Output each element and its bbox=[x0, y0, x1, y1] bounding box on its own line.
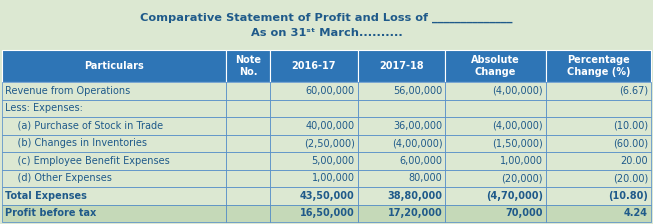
Bar bbox=[445, 134, 546, 152]
Bar bbox=[546, 152, 651, 170]
Bar bbox=[546, 99, 651, 117]
Bar bbox=[358, 187, 445, 205]
Bar bbox=[270, 152, 358, 170]
Text: Revenue from Operations: Revenue from Operations bbox=[5, 86, 130, 96]
Text: (10.80): (10.80) bbox=[608, 191, 648, 201]
Bar bbox=[2, 187, 226, 205]
Bar bbox=[226, 50, 270, 82]
Text: Total Expenses: Total Expenses bbox=[5, 191, 87, 201]
Bar bbox=[445, 205, 546, 222]
Bar bbox=[226, 82, 270, 99]
Text: 80,000: 80,000 bbox=[409, 173, 442, 183]
Text: (4,70,000): (4,70,000) bbox=[486, 191, 543, 201]
Bar bbox=[226, 187, 270, 205]
Text: 56,00,000: 56,00,000 bbox=[393, 86, 442, 96]
Bar bbox=[445, 152, 546, 170]
Bar bbox=[2, 99, 226, 117]
Bar bbox=[358, 170, 445, 187]
Text: 6,00,000: 6,00,000 bbox=[399, 156, 442, 166]
Text: 38,80,000: 38,80,000 bbox=[387, 191, 442, 201]
Bar bbox=[546, 187, 651, 205]
Bar bbox=[270, 134, 358, 152]
Text: As on 31ˢᵗ March..........: As on 31ˢᵗ March.......... bbox=[251, 28, 402, 38]
Bar bbox=[270, 205, 358, 222]
Bar bbox=[270, 117, 358, 134]
Bar bbox=[546, 170, 651, 187]
Text: (1,50,000): (1,50,000) bbox=[492, 138, 543, 148]
Bar bbox=[270, 50, 358, 82]
Bar bbox=[546, 134, 651, 152]
Bar bbox=[2, 134, 226, 152]
Bar bbox=[2, 117, 226, 134]
Bar bbox=[226, 117, 270, 134]
Text: (c) Employee Benefit Expenses: (c) Employee Benefit Expenses bbox=[5, 156, 170, 166]
Bar bbox=[226, 170, 270, 187]
Text: Profit before tax: Profit before tax bbox=[5, 208, 96, 218]
Text: Particulars: Particulars bbox=[84, 61, 144, 71]
Bar bbox=[270, 82, 358, 99]
Text: 1,00,000: 1,00,000 bbox=[311, 173, 355, 183]
Bar bbox=[546, 50, 651, 82]
Text: Note
No.: Note No. bbox=[235, 55, 261, 77]
Text: 2017-18: 2017-18 bbox=[379, 61, 424, 71]
Bar bbox=[358, 205, 445, 222]
Bar bbox=[2, 82, 226, 99]
Bar bbox=[358, 82, 445, 99]
Bar bbox=[445, 50, 546, 82]
Bar bbox=[445, 170, 546, 187]
Bar bbox=[2, 205, 226, 222]
Text: (6.67): (6.67) bbox=[619, 86, 648, 96]
Text: (20,000): (20,000) bbox=[502, 173, 543, 183]
Bar bbox=[2, 50, 226, 82]
Text: 2016-17: 2016-17 bbox=[292, 61, 336, 71]
Bar bbox=[445, 82, 546, 99]
Text: Absolute
Change: Absolute Change bbox=[471, 55, 520, 77]
Text: 36,00,000: 36,00,000 bbox=[393, 121, 442, 131]
Bar bbox=[2, 152, 226, 170]
Bar bbox=[445, 187, 546, 205]
Text: 60,00,000: 60,00,000 bbox=[306, 86, 355, 96]
Bar bbox=[358, 117, 445, 134]
Bar bbox=[358, 152, 445, 170]
Bar bbox=[226, 152, 270, 170]
Bar bbox=[358, 50, 445, 82]
Text: (d) Other Expenses: (d) Other Expenses bbox=[5, 173, 112, 183]
Bar bbox=[546, 117, 651, 134]
Text: Comparative Statement of Profit and Loss of ______________: Comparative Statement of Profit and Loss… bbox=[140, 13, 513, 23]
Bar bbox=[2, 170, 226, 187]
Text: 1,00,000: 1,00,000 bbox=[500, 156, 543, 166]
Text: Percentage
Change (%): Percentage Change (%) bbox=[567, 55, 630, 77]
Bar bbox=[226, 134, 270, 152]
Bar bbox=[226, 99, 270, 117]
Bar bbox=[358, 134, 445, 152]
Text: (20.00): (20.00) bbox=[613, 173, 648, 183]
Bar bbox=[270, 187, 358, 205]
Bar bbox=[358, 99, 445, 117]
Bar bbox=[445, 117, 546, 134]
Text: (10.00): (10.00) bbox=[613, 121, 648, 131]
Bar bbox=[270, 99, 358, 117]
Text: 70,000: 70,000 bbox=[505, 208, 543, 218]
Text: (4,00,000): (4,00,000) bbox=[392, 138, 442, 148]
Bar bbox=[546, 205, 651, 222]
Text: 43,50,000: 43,50,000 bbox=[300, 191, 355, 201]
Text: 16,50,000: 16,50,000 bbox=[300, 208, 355, 218]
Text: (4,00,000): (4,00,000) bbox=[492, 121, 543, 131]
Text: (60.00): (60.00) bbox=[613, 138, 648, 148]
Text: Less: Expenses:: Less: Expenses: bbox=[5, 103, 83, 113]
Bar bbox=[226, 205, 270, 222]
Text: (4,00,000): (4,00,000) bbox=[492, 86, 543, 96]
Text: (a) Purchase of Stock in Trade: (a) Purchase of Stock in Trade bbox=[5, 121, 163, 131]
Text: 17,20,000: 17,20,000 bbox=[387, 208, 442, 218]
Text: 4.24: 4.24 bbox=[624, 208, 648, 218]
Text: 40,00,000: 40,00,000 bbox=[306, 121, 355, 131]
Bar bbox=[445, 99, 546, 117]
Text: (b) Changes in Inventories: (b) Changes in Inventories bbox=[5, 138, 147, 148]
Text: 20.00: 20.00 bbox=[620, 156, 648, 166]
Text: (2,50,000): (2,50,000) bbox=[304, 138, 355, 148]
Bar bbox=[546, 82, 651, 99]
Text: 5,00,000: 5,00,000 bbox=[311, 156, 355, 166]
Bar bbox=[270, 170, 358, 187]
